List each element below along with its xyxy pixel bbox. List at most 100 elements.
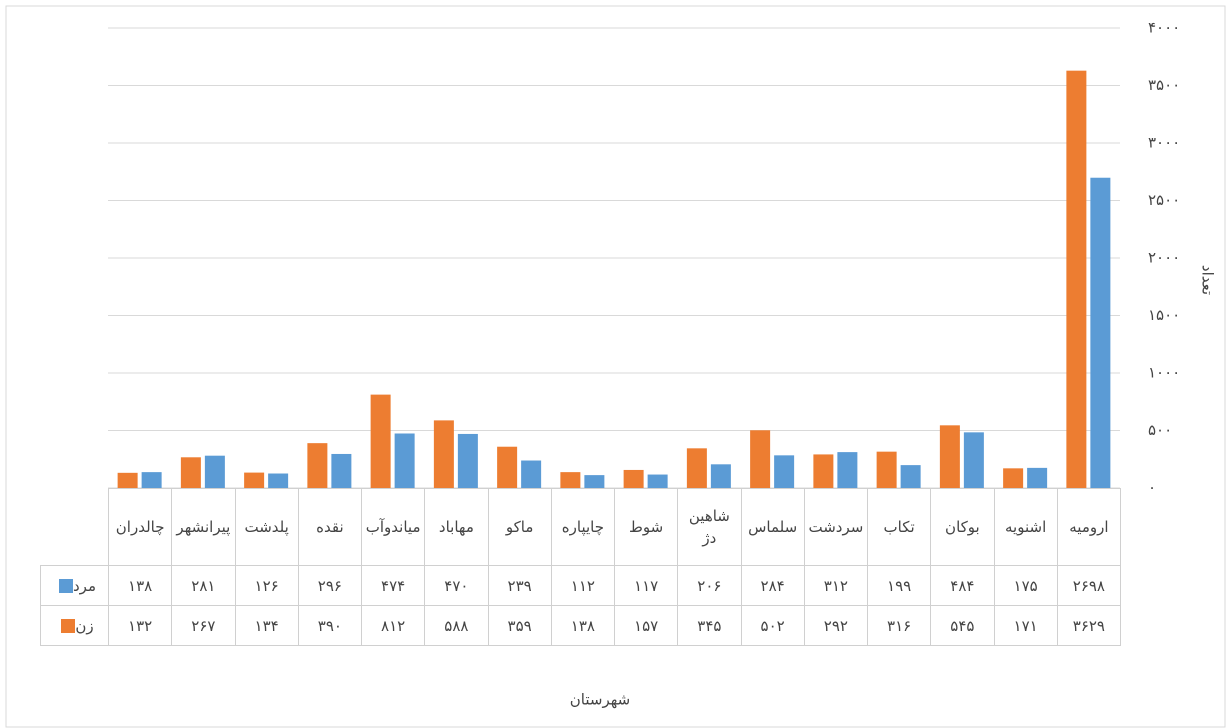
table-value: ۲۶۷	[171, 605, 236, 646]
bar	[180, 457, 201, 488]
table-value: ۳۱۶	[867, 605, 932, 646]
table-value: ۱۳۴	[234, 605, 299, 646]
legend-key	[59, 578, 73, 593]
bar	[837, 452, 858, 488]
table-value-text: ۲۸۴	[760, 576, 785, 595]
table-value-text: ۴۸۴	[950, 576, 975, 595]
table-value-text: ۵۸۸	[444, 616, 469, 635]
table-value-text: ۳۹۰	[317, 616, 342, 635]
table-value-text: ۲۹۶	[317, 576, 342, 595]
table-value: ۲۹۲	[803, 605, 868, 646]
table-value: ۱۹۹	[867, 565, 932, 606]
category-cell: چالدران	[108, 488, 173, 566]
bar	[331, 453, 352, 488]
category-cell: سردشت	[803, 488, 868, 566]
category-cell-text: چایپاره	[561, 518, 604, 536]
table-value-text: ۱۳۸	[128, 576, 153, 595]
table-value-text: ۳۴۵	[697, 616, 722, 635]
table-value: ۱۵۷	[614, 605, 679, 646]
table-value: ۱۱۷	[614, 565, 679, 606]
legend-cell-text: زن	[75, 616, 94, 635]
category-cell: چایپاره	[550, 488, 615, 566]
table-value-text: ۳۱۲	[823, 576, 848, 595]
bar	[647, 474, 668, 488]
category-cell: پلدشت	[234, 488, 299, 566]
table-value: ۱۳۸	[108, 565, 173, 606]
bar	[457, 433, 478, 488]
table-value-text: ۲۶۷	[191, 616, 216, 635]
table-value-text: ۱۳۴	[254, 616, 279, 635]
table-value-text: ۱۱۷	[634, 576, 659, 595]
table-value: ۱۷۱	[993, 605, 1058, 646]
x-axis-title: شهرستان	[570, 691, 630, 709]
bar	[244, 472, 265, 488]
table-value: ۳۹۰	[297, 605, 362, 646]
table-value-text: ۱۷۵	[1013, 576, 1038, 595]
table-value: ۲۸۱	[171, 565, 236, 606]
bar	[900, 465, 921, 488]
category-cell-text: مهاباد	[438, 518, 474, 536]
legend-key	[61, 618, 76, 633]
table-value-text: ۴۷۰	[444, 576, 469, 595]
category-cell-text: بوکان	[945, 518, 980, 536]
category-cell-text: شوط	[629, 518, 664, 536]
bar	[813, 454, 834, 488]
category-cell: نقده	[297, 488, 362, 566]
bar	[963, 432, 984, 488]
category-cell: بوکان	[930, 488, 995, 566]
table-value-text: ۸۱۲	[381, 616, 406, 635]
y-tick-label: ۲۰۰۰	[1148, 249, 1180, 267]
table-value: ۱۱۲	[550, 565, 615, 606]
y-tick-label: ۱۰۰۰	[1148, 364, 1180, 382]
bar	[521, 460, 542, 488]
legend-cell: مرد	[40, 565, 109, 606]
table-value: ۳۵۹	[487, 605, 552, 646]
category-cell-text: پلدشت	[244, 518, 289, 536]
table-value: ۱۲۶	[234, 565, 299, 606]
table-value-text: ۱۳۲	[128, 616, 153, 635]
category-cell: شاهین دژ	[677, 488, 742, 566]
table-value: ۴۷۰	[424, 565, 489, 606]
category-cell: اشنویه	[993, 488, 1058, 566]
table-value: ۵۴۵	[930, 605, 995, 646]
category-cell: پیرانشهر	[171, 488, 236, 566]
bar	[117, 472, 138, 488]
table-value: ۲۹۶	[297, 565, 362, 606]
category-cell-text: ماکو	[505, 518, 534, 536]
chart-frame	[5, 5, 1226, 728]
category-cell-text: تکاب	[883, 518, 915, 536]
table-value-text: ۴۷۴	[381, 576, 406, 595]
table-value: ۳۱۲	[803, 565, 868, 606]
category-cell-text: سلماس	[748, 518, 798, 536]
table-value: ۲۶۹۸	[1056, 565, 1121, 606]
table-value: ۵۸۸	[424, 605, 489, 646]
y-tick-label: ۴۰۰۰	[1148, 19, 1180, 37]
table-value: ۸۱۲	[361, 605, 426, 646]
table-value: ۱۳۲	[108, 605, 173, 646]
y-tick-label: ۲۵۰۰	[1148, 191, 1180, 209]
table-value-text: ۵۴۵	[950, 616, 975, 635]
bar	[584, 475, 605, 488]
table-value-text: ۱۲۶	[254, 576, 279, 595]
category-cell-text: سردشت	[808, 518, 864, 536]
y-tick-label: ۰	[1148, 479, 1156, 497]
bar	[623, 469, 644, 488]
category-cell: ماکو	[487, 488, 552, 566]
y-tick-label: ۵۰۰	[1148, 421, 1172, 439]
table-value-text: ۲۰۶	[697, 576, 722, 595]
category-cell-text: پیرانشهر	[176, 518, 231, 536]
bar	[141, 472, 162, 488]
bar	[1066, 70, 1087, 488]
y-tick-label: ۳۰۰۰	[1148, 134, 1180, 152]
bar	[876, 451, 897, 488]
bar	[268, 473, 289, 488]
bar	[497, 446, 518, 488]
bar	[307, 443, 328, 488]
category-cell: مهاباد	[424, 488, 489, 566]
table-value: ۳۴۵	[677, 605, 742, 646]
table-value-text: ۲۸۱	[191, 576, 216, 595]
table-value-text: ۲۳۹	[507, 576, 532, 595]
category-cell-text: میاندوآب	[365, 518, 421, 536]
bar	[370, 394, 391, 488]
table-value-text: ۱۳۸	[570, 616, 595, 635]
